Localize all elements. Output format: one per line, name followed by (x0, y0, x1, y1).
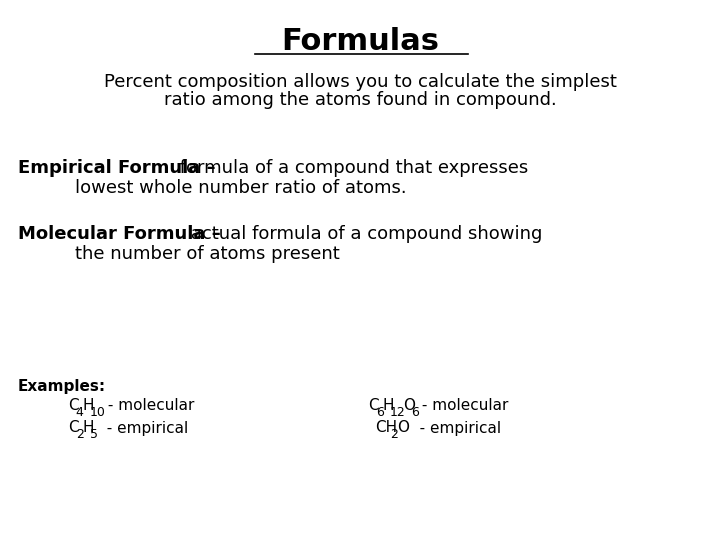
Text: actual formula of a compound showing: actual formula of a compound showing (185, 225, 542, 243)
Text: C: C (68, 421, 78, 435)
Text: ratio among the atoms found in compound.: ratio among the atoms found in compound. (163, 91, 557, 109)
Text: Examples:: Examples: (18, 379, 106, 394)
Text: Empirical Formula –: Empirical Formula – (18, 159, 215, 177)
Text: C: C (68, 399, 78, 414)
Text: 12: 12 (390, 406, 406, 419)
Text: 2: 2 (390, 428, 398, 441)
Text: Formulas: Formulas (281, 28, 439, 57)
Text: H: H (82, 399, 94, 414)
Text: 5: 5 (90, 428, 98, 441)
Text: - molecular: - molecular (418, 399, 509, 414)
Text: - empirical: - empirical (96, 421, 188, 435)
Text: C: C (368, 399, 379, 414)
Text: H: H (382, 399, 394, 414)
Text: O: O (397, 421, 409, 435)
Text: Molecular Formula –: Molecular Formula – (18, 225, 221, 243)
Text: the number of atoms present: the number of atoms present (75, 245, 340, 263)
Text: 6: 6 (376, 406, 384, 419)
Text: H: H (82, 421, 94, 435)
Text: O: O (403, 399, 415, 414)
Text: 4: 4 (76, 406, 84, 419)
Text: 10: 10 (90, 406, 106, 419)
Text: Percent composition allows you to calculate the simplest: Percent composition allows you to calcul… (104, 73, 616, 91)
Text: - empirical: - empirical (405, 421, 501, 435)
Text: lowest whole number ratio of atoms.: lowest whole number ratio of atoms. (75, 179, 407, 197)
Text: CH: CH (375, 421, 397, 435)
Text: 2: 2 (76, 428, 84, 441)
Text: - molecular: - molecular (103, 399, 194, 414)
Text: 6: 6 (411, 406, 419, 419)
Text: formula of a compound that expresses: formula of a compound that expresses (174, 159, 528, 177)
